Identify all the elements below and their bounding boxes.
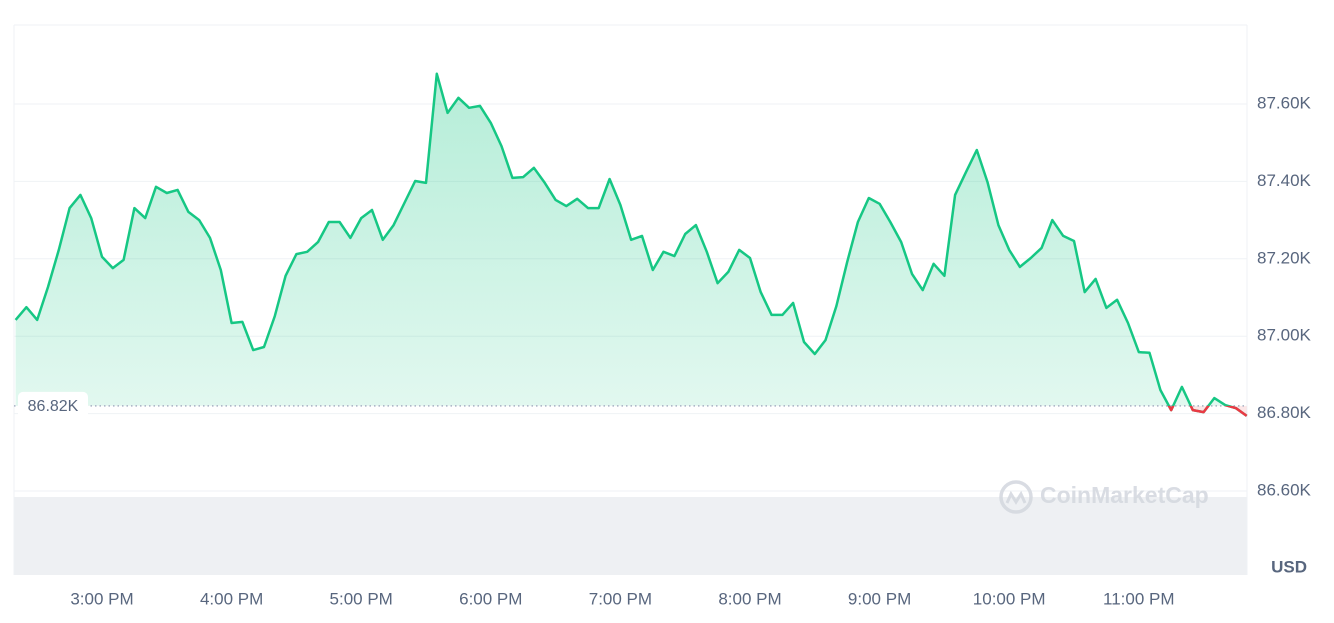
grid: 86.60K 86.80K 87.00K 87.20K 87.40K 87.60K 3:00… — [14, 93, 1312, 608]
x-tick-label: 5:00 PM — [330, 589, 393, 608]
watermark-logo — [999, 480, 1033, 514]
y-tick-label: 87.00K — [1257, 326, 1312, 345]
unit-label: USD — [1271, 557, 1307, 576]
x-tick-label: 10:00 PM — [973, 589, 1046, 608]
y-tick-label: 86.80K — [1257, 403, 1312, 422]
watermark: CoinMarketCap — [999, 480, 1209, 514]
watermark-text: CoinMarketCap — [1040, 482, 1209, 508]
plot: 86.82K — [14, 72, 1248, 420]
volume-band — [14, 497, 1247, 575]
reference-label: 86.82K — [28, 398, 79, 415]
x-tick-label: 7:00 PM — [589, 589, 652, 608]
x-tick-label: 11:00 PM — [1103, 589, 1175, 608]
y-tick-label: 87.60K — [1257, 93, 1312, 112]
x-tick-label: 8:00 PM — [718, 589, 781, 608]
price-line — [14, 72, 1248, 417]
x-tick-label: 9:00 PM — [848, 589, 911, 608]
watermark-logo — [1005, 490, 1027, 505]
x-tick-label: 6:00 PM — [459, 589, 522, 608]
x-tick-label: 3:00 PM — [70, 589, 133, 608]
x-tick-label: 4:00 PM — [200, 589, 263, 608]
reference-label-box — [18, 391, 88, 420]
y-tick-label: 86.60K — [1257, 480, 1312, 499]
area-fill — [15, 73, 1228, 406]
y-tick-label: 87.40K — [1257, 171, 1312, 190]
y-tick-label: 87.20K — [1257, 248, 1312, 267]
